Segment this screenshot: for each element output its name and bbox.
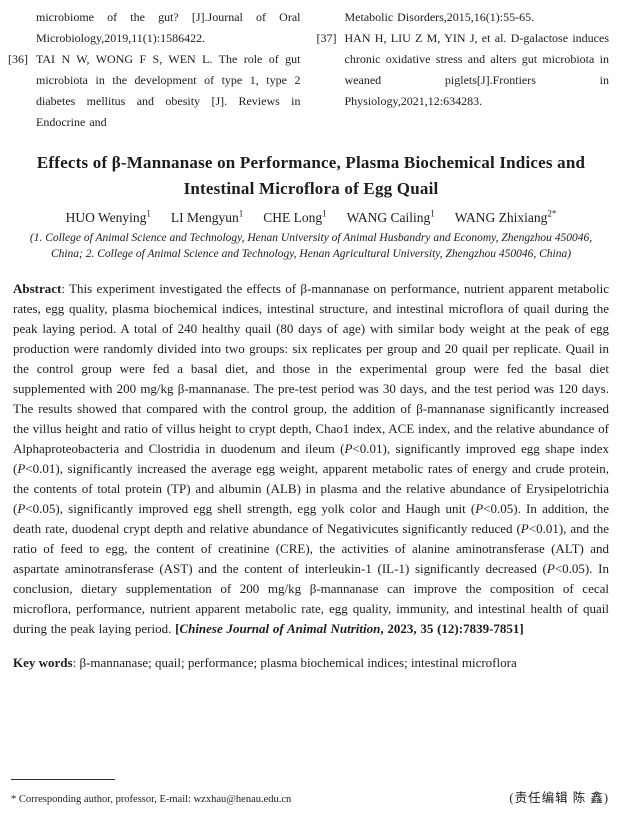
references-column-left: microbiome of the gut? [J].Journal of Or…: [8, 7, 301, 133]
page-footer: * Corresponding author, professor, E-mai…: [11, 779, 609, 806]
author-name: WANG Cailing: [346, 209, 431, 225]
author-name: WANG Zhixiang: [454, 209, 548, 225]
reference-item: Metabolic Disorders,2015,16(1):55-65.: [317, 7, 610, 28]
reference-text: microbiome of the gut? [J].Journal of Or…: [36, 10, 301, 45]
reference-item: [37] HAN H, LIU Z M, YIN J, et al. D-gal…: [317, 28, 610, 112]
reference-number: [36]: [8, 52, 28, 66]
author-affiliation-marker: 1: [238, 208, 244, 218]
reference-text: Metabolic Disorders,2015,16(1):55-65.: [344, 10, 535, 24]
author-name: CHE Long: [263, 209, 323, 225]
author: LI Mengyun1: [170, 208, 244, 225]
reference-number: [37]: [316, 31, 337, 45]
author-affiliation-marker: 2*: [547, 208, 557, 218]
author: CHE Long1: [263, 208, 327, 225]
author-name: HUO Wenying: [65, 209, 147, 225]
references-column-right: Metabolic Disorders,2015,16(1):55-65. [3…: [317, 7, 610, 133]
author-affiliation-marker: 1: [430, 208, 435, 218]
author: WANG Zhixiang2*: [454, 208, 557, 225]
affiliation-line: (1. College of Animal Science and Techno…: [29, 231, 593, 261]
author-name: LI Mengyun: [170, 209, 239, 225]
reference-text: HAN H, LIU Z M, YIN J, et al. D-galactos…: [344, 31, 610, 108]
reference-item: microbiome of the gut? [J].Journal of Or…: [8, 7, 301, 49]
author-affiliation-marker: 1: [322, 208, 327, 218]
footnote-divider: [11, 779, 115, 780]
editor-credit: (责任编辑 陈 鑫): [509, 791, 609, 805]
authors-line: HUO Wenying1 LI Mengyun1 CHE Long1 WANG Cai…: [0, 208, 622, 226]
reference-text: TAI N W, WONG F S, WEN L. The role of gu…: [36, 52, 301, 129]
reference-item: [36] TAI N W, WONG F S, WEN L. The role …: [8, 49, 301, 133]
keywords-line: Key words: β-mannanase; quail; performan…: [13, 654, 517, 670]
abstract-paragraph: Abstract: This experiment investigated t…: [13, 280, 610, 636]
author: WANG Cailing1: [346, 208, 435, 225]
references-section: microbiome of the gut? [J].Journal of Or…: [0, 0, 622, 133]
article-title: Effects of β-Mannanase on Performance, P…: [36, 153, 586, 198]
corresponding-author-note: * Corresponding author, professor, E-mai…: [11, 794, 292, 805]
author-affiliation-marker: 1: [146, 208, 151, 218]
author: HUO Wenying1: [65, 208, 151, 225]
